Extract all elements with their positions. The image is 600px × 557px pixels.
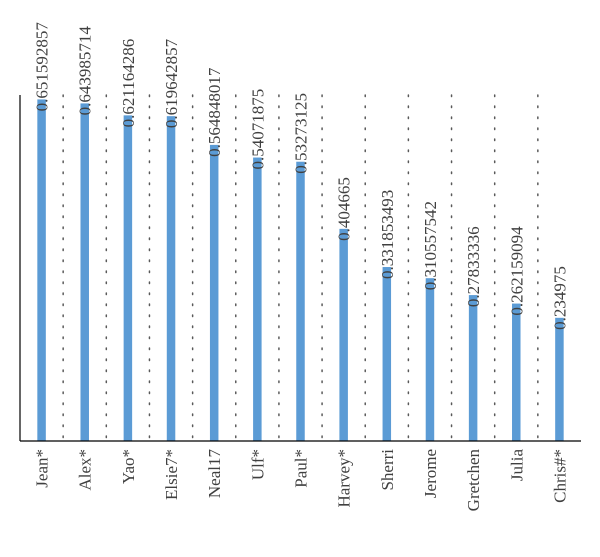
- bar: [166, 116, 176, 442]
- bar: [425, 278, 435, 441]
- bar: [80, 103, 89, 441]
- data-label: 0.621164286: [119, 39, 138, 128]
- data-label: 0.651592857: [33, 22, 52, 112]
- data-label: 0.619642857: [162, 38, 181, 128]
- bar: [339, 228, 348, 441]
- category-labels: Jean* Alex* Yao* Elsie7* Neal17 Ulf* Paul* Harv…: [33, 449, 570, 512]
- bars: [37, 99, 564, 442]
- value-labels: 0.651592857 0.643985714 0.621164286 0.61964…: [33, 22, 570, 330]
- bar: [382, 267, 392, 441]
- category-label: Chris#*: [550, 449, 569, 503]
- bar: [555, 317, 564, 441]
- data-label: 0.53273125: [292, 93, 311, 174]
- data-label: 0.262159094: [507, 226, 526, 316]
- category-label: Yao*: [119, 449, 138, 484]
- bar: [253, 157, 262, 441]
- data-label: 0.643985714: [76, 26, 95, 116]
- data-label: 0.27833336: [464, 226, 483, 307]
- category-label: Alex*: [76, 449, 95, 491]
- category-label: Neal17: [205, 449, 224, 499]
- data-label: 0.310557542: [421, 201, 440, 290]
- data-label: 0.564848017: [205, 67, 224, 157]
- bar: [37, 99, 46, 441]
- bar: [123, 115, 133, 442]
- bar: [512, 303, 521, 441]
- category-label: Sherri: [378, 449, 397, 491]
- category-label: Ulf*: [248, 449, 267, 480]
- axes: [19, 95, 581, 442]
- category-label: Harvey*: [335, 449, 354, 508]
- category-label: Jean*: [33, 449, 52, 488]
- category-label: Jerome: [421, 449, 440, 498]
- bar: [296, 161, 305, 442]
- category-label: Elsie7*: [162, 449, 181, 500]
- category-label: Julia: [507, 449, 526, 482]
- data-label: 0.404665: [335, 177, 354, 241]
- data-label: 0.54071875: [248, 89, 267, 170]
- data-label: 0.331853493: [378, 190, 397, 279]
- data-label: 0.234975: [550, 266, 569, 330]
- bar: [468, 295, 478, 441]
- category-label: Paul*: [292, 449, 311, 488]
- category-label: Gretchen: [464, 449, 483, 512]
- bar: [209, 144, 219, 442]
